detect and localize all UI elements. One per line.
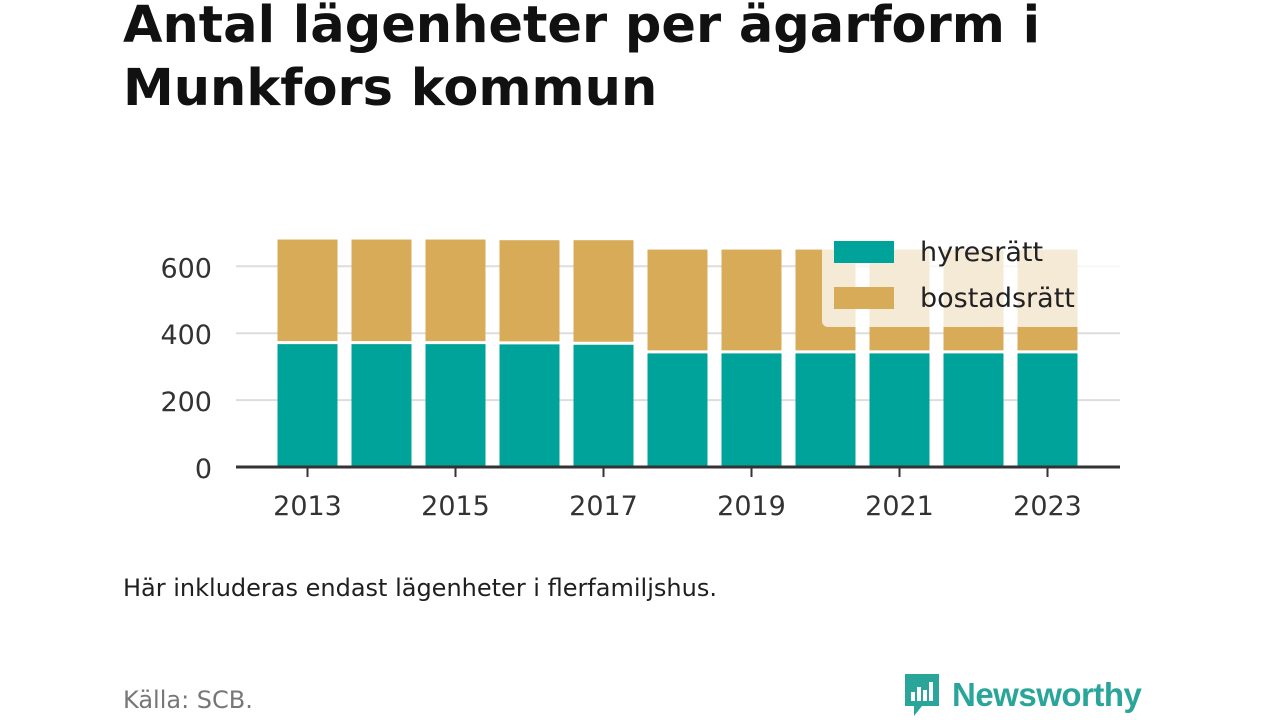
bar-bostadsratt: [277, 239, 338, 343]
y-tick-label: 200: [160, 387, 212, 418]
bar-bostadsratt: [721, 249, 782, 352]
legend-label: hyresrätt: [920, 237, 1043, 268]
bar-bostadsratt: [425, 239, 486, 343]
legend-swatch: [834, 241, 894, 263]
legend-swatch: [834, 287, 894, 309]
newsworthy-logo-icon: [905, 674, 939, 716]
legend-box: [822, 226, 1122, 327]
x-tick-label: 2023: [1013, 491, 1082, 522]
y-tick-label: 600: [160, 253, 212, 284]
bar-hyresratt: [1017, 351, 1078, 467]
bar-bostadsratt: [499, 240, 560, 343]
bar-hyresratt: [351, 342, 412, 467]
chart-title: Antal lägenheter per ägarform i Munkfors…: [123, 0, 1041, 118]
brand-name: Newsworthy: [952, 676, 1142, 713]
bar-hyresratt: [425, 342, 486, 467]
x-tick-label: 2017: [569, 491, 638, 522]
x-tick-label: 2019: [717, 491, 786, 522]
bar-hyresratt: [277, 342, 338, 467]
bar-hyresratt: [499, 342, 560, 467]
y-tick-label: 400: [160, 320, 212, 351]
x-tick-label: 2021: [865, 491, 934, 522]
y-tick-label: 0: [195, 454, 212, 485]
bar-bostadsratt: [351, 239, 412, 343]
bar-hyresratt: [943, 351, 1004, 467]
bar-hyresratt: [721, 351, 782, 467]
bar-hyresratt: [647, 351, 708, 467]
stacked-bar-chart: 0 200 400 600 hyresrätt bostadsrätt 2013 2015 20…: [160, 226, 1122, 522]
chart-note: Här inkluderas endast lägenheter i flerf…: [123, 574, 717, 602]
bar-bostadsratt: [647, 249, 708, 352]
source-text: Källa: SCB.: [123, 686, 253, 714]
x-tick-label: 2013: [273, 491, 342, 522]
legend-label: bostadsrätt: [920, 283, 1075, 314]
brand-logo[interactable]: Newsworthy: [902, 670, 1142, 720]
x-tick-label: 2015: [421, 491, 490, 522]
bar-bostadsratt: [573, 240, 634, 344]
bar-hyresratt: [869, 351, 930, 467]
bar-hyresratt: [573, 343, 634, 467]
bar-hyresratt: [795, 351, 856, 467]
